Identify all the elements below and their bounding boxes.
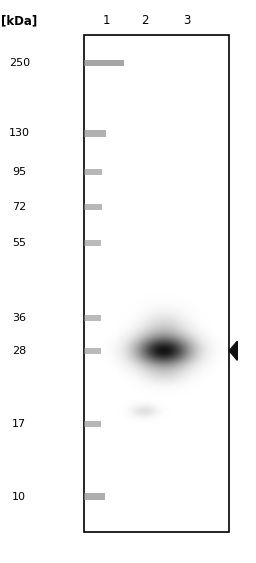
Bar xyxy=(84,421,101,427)
Text: 250: 250 xyxy=(9,58,30,68)
Text: 36: 36 xyxy=(12,313,26,323)
Bar xyxy=(84,130,106,136)
Bar xyxy=(84,204,102,210)
Text: 1: 1 xyxy=(102,14,110,28)
Text: [kDa]: [kDa] xyxy=(1,14,37,28)
Text: 130: 130 xyxy=(9,128,30,138)
Bar xyxy=(84,35,229,532)
Bar xyxy=(84,60,124,66)
Text: 95: 95 xyxy=(12,167,26,177)
Text: 17: 17 xyxy=(12,419,26,429)
Bar xyxy=(84,169,102,175)
Bar xyxy=(84,240,101,247)
Text: 72: 72 xyxy=(12,202,26,212)
Bar xyxy=(84,315,101,321)
Text: 3: 3 xyxy=(183,14,190,28)
Text: 55: 55 xyxy=(12,238,26,248)
Text: 2: 2 xyxy=(141,14,148,28)
Bar xyxy=(84,493,105,500)
Polygon shape xyxy=(229,341,237,360)
Text: 28: 28 xyxy=(12,346,26,356)
Text: 10: 10 xyxy=(12,491,26,502)
Bar xyxy=(84,347,101,354)
